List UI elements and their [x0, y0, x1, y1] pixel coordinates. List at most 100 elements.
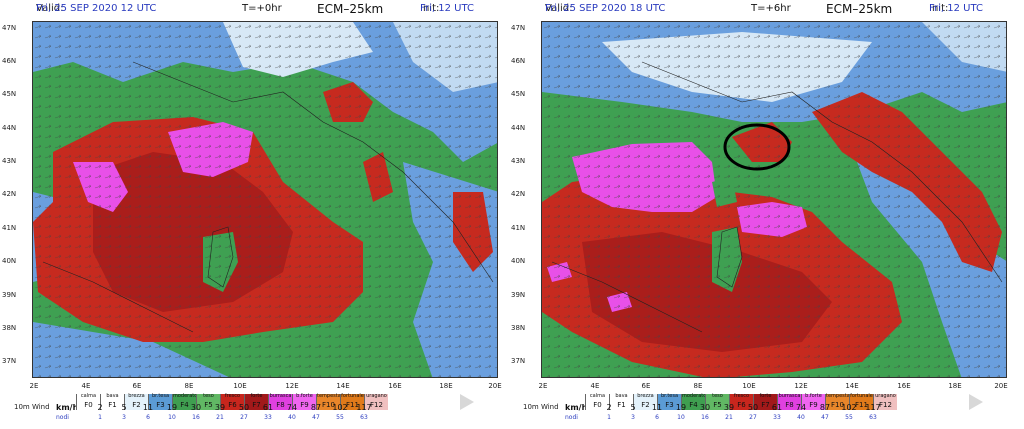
legend-knots-value: 33 [773, 414, 781, 421]
legend-kmh-value: 19 [675, 403, 687, 412]
lat-label: 40N [2, 257, 17, 265]
legend-class-name: tempesta [826, 393, 850, 399]
legend-beaufort-code: F9 [809, 401, 818, 409]
legend-kmh-value: 87 [310, 403, 322, 412]
legend-cell: bava F1 [609, 393, 633, 410]
legend-knots-value: 6 [655, 414, 659, 421]
legend-title: 10m Wind [14, 403, 50, 411]
legend-unit-knots: nodi [565, 414, 578, 421]
legend-knots-value: 27 [240, 414, 248, 421]
legend-beaufort-code: F1 [108, 401, 117, 409]
legend-class-name: uragano [366, 393, 387, 399]
legend-beaufort-code: F2 [132, 401, 141, 409]
lon-label: 20E [488, 382, 502, 390]
legend-beaufort-code: F4 [689, 401, 698, 409]
model-name: ECM–25km [317, 2, 384, 16]
legend-kmh-value: 11 [651, 403, 663, 412]
lat-label: 39N [2, 291, 17, 299]
legend-kmh-value: 19 [166, 403, 178, 412]
legend-class-name: tempesta [317, 393, 341, 399]
lat-label: 38N [511, 324, 526, 332]
legend-cell: forte F7 [753, 393, 777, 410]
legend-cell: tempesta F10 [316, 393, 341, 410]
legend-knots-value: 47 [312, 414, 320, 421]
lon-label: 2E [538, 382, 548, 390]
lat-label: 47N [2, 24, 17, 32]
legend-cell: brezza F2 [633, 393, 657, 410]
legend-kmh-value: 74 [795, 403, 807, 412]
lon-label: 18E [948, 382, 962, 390]
legend-class-name: brezza [128, 393, 145, 399]
legend-kmh-value: 30 [190, 403, 202, 412]
legend-cell: fortunale F11 [340, 393, 364, 410]
legend-class-name: forte [250, 393, 263, 399]
lat-label: 47N [511, 24, 526, 32]
legend-kmh-value: 30 [699, 403, 711, 412]
legend-kmh-value: 74 [286, 403, 298, 412]
legend-knots-value: 40 [797, 414, 805, 421]
lat-label: 45N [2, 90, 17, 98]
legend-beaufort-code: F9 [300, 401, 309, 409]
legend-beaufort-code: F11 [855, 401, 868, 409]
lon-label: 10E [233, 382, 247, 390]
legend-class-name: bava [615, 393, 628, 399]
legend-class-name: calma [589, 393, 606, 399]
legend-cell: uragano F12 [364, 393, 388, 410]
legend-class-name: b.forte [805, 393, 822, 399]
legend-scale: calma F0 bava F1 brezza F2 br.tesa F3 moderato F4… [76, 393, 388, 410]
legend-knots-value: 1 [607, 414, 611, 421]
legend-beaufort-code: F4 [180, 401, 189, 409]
legend-beaufort-code: F6 [737, 401, 746, 409]
legend-cell: burrasca F8 [777, 393, 801, 410]
wind-legend: 10m Wind km/h nodi calma F0 bava F1 brezza F2… [509, 392, 1009, 429]
legend-kmh-value: 102 [332, 403, 348, 412]
lat-label: 37N [2, 357, 17, 365]
legend-kmh-value: 2 [606, 403, 612, 412]
legend-knots-value: 10 [168, 414, 176, 421]
legend-class-name: calma [80, 393, 97, 399]
legend-cell: br.tesa F3 [657, 393, 681, 410]
legend-kmh-value: 5 [630, 403, 636, 412]
legend-class-name: brezza [637, 393, 654, 399]
legend-scale: calma F0 bava F1 brezza F2 br.tesa F3 moderato F4… [585, 393, 897, 410]
lat-label: 44N [511, 124, 526, 132]
lat-label: 42N [511, 190, 526, 198]
legend-cell: fresco F6 [220, 393, 244, 410]
legend-kmh-value: 39 [723, 403, 735, 412]
legend-unit-kmh: km/h [565, 403, 588, 412]
lon-label: 18E [439, 382, 453, 390]
legend-beaufort-code: F12 [370, 401, 383, 409]
legend-knots-value: 16 [701, 414, 709, 421]
lon-label: 16E [388, 382, 402, 390]
legend-knots-value: 10 [677, 414, 685, 421]
legend-cell: moderato F4 [681, 393, 707, 410]
legend-class-name: fresco [224, 393, 241, 399]
legend-class-name: br.tesa [151, 393, 170, 399]
legend-class-name: teso [712, 393, 723, 399]
legend-knots-value: 55 [336, 414, 344, 421]
legend-beaufort-code: F5 [713, 401, 722, 409]
legend-beaufort-code: F11 [346, 401, 359, 409]
legend-kmh-value: 39 [214, 403, 226, 412]
legend-beaufort-code: F8 [276, 401, 285, 409]
legend-knots-value: 16 [192, 414, 200, 421]
legend-class-name: fresco [733, 393, 750, 399]
legend-class-name: br.tesa [660, 393, 679, 399]
legend-class-name: moderato [682, 393, 707, 399]
wind-legend: 10m Wind km/h nodi calma F0 bava F1 brezza F2… [0, 392, 500, 429]
legend-kmh-value: 117 [865, 403, 881, 412]
lon-label: 4E [590, 382, 600, 390]
legend-beaufort-code: F3 [156, 401, 165, 409]
legend-beaufort-code: F0 [84, 401, 93, 409]
legend-kmh-value: 61 [771, 403, 783, 412]
legend-class-name: forte [759, 393, 772, 399]
legend-cell: uragano F12 [873, 393, 897, 410]
lat-label: 43N [2, 157, 17, 165]
legend-knots-value: 40 [288, 414, 296, 421]
lat-label: 44N [2, 124, 17, 132]
lat-label: 39N [511, 291, 526, 299]
legend-cell: fortunale F11 [849, 393, 873, 410]
lon-label: 12E [285, 382, 299, 390]
lat-label: 46N [2, 57, 17, 65]
legend-class-name: moderato [173, 393, 198, 399]
